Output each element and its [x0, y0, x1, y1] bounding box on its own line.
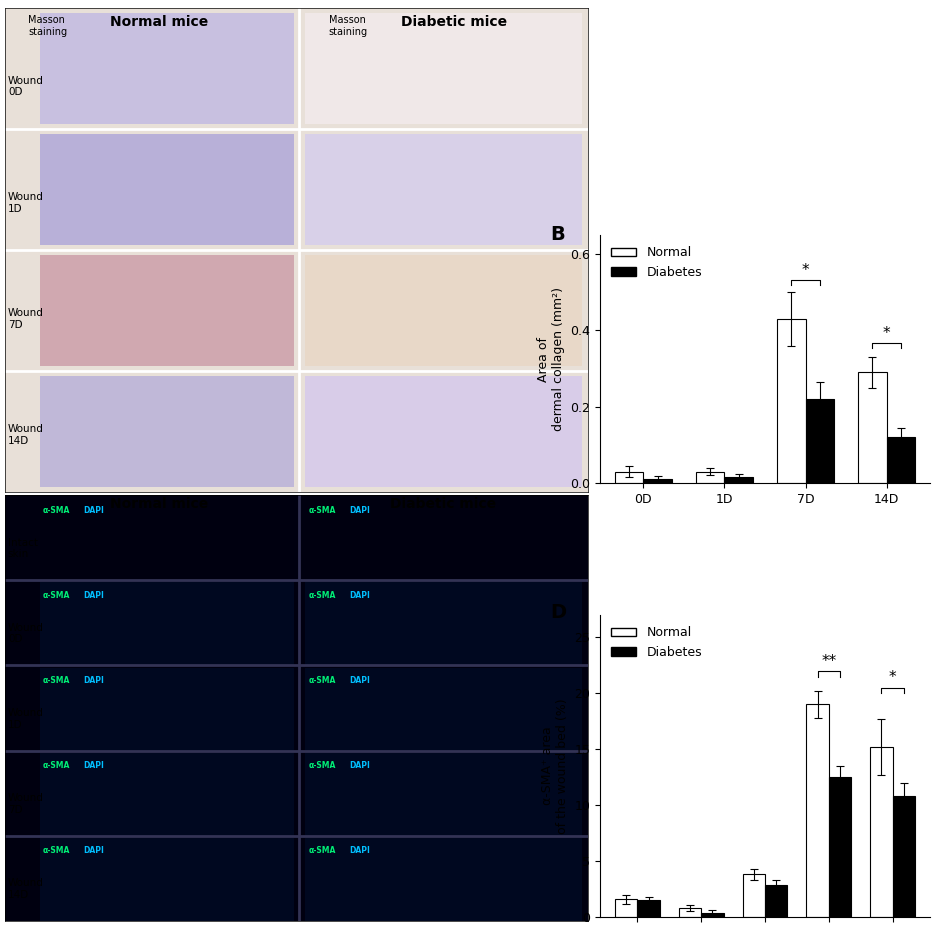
Bar	[615, 899, 637, 917]
Text: Wound
14D: Wound 14D	[8, 879, 44, 900]
Text: Normal mice: Normal mice	[110, 497, 208, 511]
Text: α-SMA: α-SMA	[308, 505, 336, 514]
Bar	[305, 753, 582, 836]
Text: Intact
skin: Intact skin	[8, 538, 38, 559]
Bar	[725, 477, 753, 483]
Bar	[305, 582, 582, 666]
Text: DAPI: DAPI	[84, 846, 104, 856]
Bar	[40, 375, 294, 488]
Text: B: B	[550, 225, 566, 244]
Text: **: **	[821, 654, 837, 668]
Y-axis label: Area of
dermal collagen (mm²): Area of dermal collagen (mm²)	[536, 287, 565, 431]
Bar	[777, 319, 805, 483]
Text: *: *	[802, 262, 809, 278]
Text: α-SMA: α-SMA	[308, 676, 336, 685]
Bar	[305, 133, 582, 245]
Text: α-SMA: α-SMA	[308, 761, 336, 770]
Bar	[806, 705, 829, 917]
Text: Normal mice: Normal mice	[110, 15, 208, 30]
Bar	[305, 667, 582, 751]
Bar	[305, 838, 582, 921]
Bar	[858, 373, 886, 483]
Text: DAPI: DAPI	[349, 761, 370, 770]
Bar	[40, 838, 294, 921]
Bar	[40, 255, 294, 366]
Text: α-SMA: α-SMA	[308, 846, 336, 856]
Legend: Normal, Diabetes: Normal, Diabetes	[606, 621, 707, 664]
Text: DAPI: DAPI	[349, 505, 370, 514]
Text: DAPI: DAPI	[84, 676, 104, 685]
Bar	[829, 777, 852, 917]
Bar	[765, 884, 788, 917]
Bar	[870, 747, 893, 917]
Bar	[615, 472, 644, 483]
Text: Diabetic mice: Diabetic mice	[402, 15, 507, 30]
Text: DAPI: DAPI	[84, 761, 104, 770]
Bar	[40, 838, 294, 921]
Bar	[40, 667, 294, 751]
Bar	[637, 900, 660, 917]
Text: Wound
1D: Wound 1D	[8, 192, 44, 213]
Text: *: *	[889, 670, 897, 685]
Bar	[701, 912, 724, 917]
Bar	[40, 13, 294, 124]
Text: α-SMA: α-SMA	[43, 846, 71, 856]
Text: α-SMA: α-SMA	[308, 590, 336, 600]
Text: DAPI: DAPI	[84, 590, 104, 600]
Text: D: D	[550, 603, 566, 622]
Bar	[644, 479, 672, 483]
Text: Diabetic mice: Diabetic mice	[390, 497, 496, 511]
Bar	[678, 908, 701, 917]
Legend: Normal, Diabetes: Normal, Diabetes	[606, 241, 707, 284]
Text: DAPI: DAPI	[349, 590, 370, 600]
Text: Wound
1D: Wound 1D	[8, 708, 44, 730]
Text: DAPI: DAPI	[349, 676, 370, 685]
Bar	[305, 838, 582, 921]
Text: Wound
7D: Wound 7D	[8, 794, 44, 815]
Bar	[40, 582, 294, 666]
Text: DAPI: DAPI	[84, 505, 104, 514]
Y-axis label: α-SMA⁺ area
of the wound bed (%): α-SMA⁺ area of the wound bed (%)	[541, 698, 569, 833]
Text: Wound
0D: Wound 0D	[8, 76, 44, 97]
Bar	[305, 375, 582, 488]
Bar	[893, 796, 915, 917]
Bar	[742, 874, 765, 917]
Bar	[40, 753, 294, 836]
Bar	[305, 13, 582, 124]
Text: Masson
staining: Masson staining	[28, 15, 68, 37]
Text: α-SMA: α-SMA	[43, 505, 71, 514]
Bar	[805, 399, 834, 483]
Text: α-SMA: α-SMA	[43, 676, 71, 685]
Text: α-SMA: α-SMA	[43, 590, 71, 600]
Text: Masson
staining: Masson staining	[328, 15, 368, 37]
Bar	[305, 255, 582, 366]
Text: Wound
0D: Wound 0D	[8, 623, 44, 644]
Text: *: *	[883, 325, 890, 341]
Bar	[886, 438, 915, 483]
Text: Wound
14D: Wound 14D	[8, 425, 44, 446]
Bar	[696, 472, 725, 483]
Bar	[40, 133, 294, 245]
Text: Wound
7D: Wound 7D	[8, 308, 44, 330]
Text: α-SMA: α-SMA	[43, 761, 71, 770]
Text: DAPI: DAPI	[349, 846, 370, 856]
